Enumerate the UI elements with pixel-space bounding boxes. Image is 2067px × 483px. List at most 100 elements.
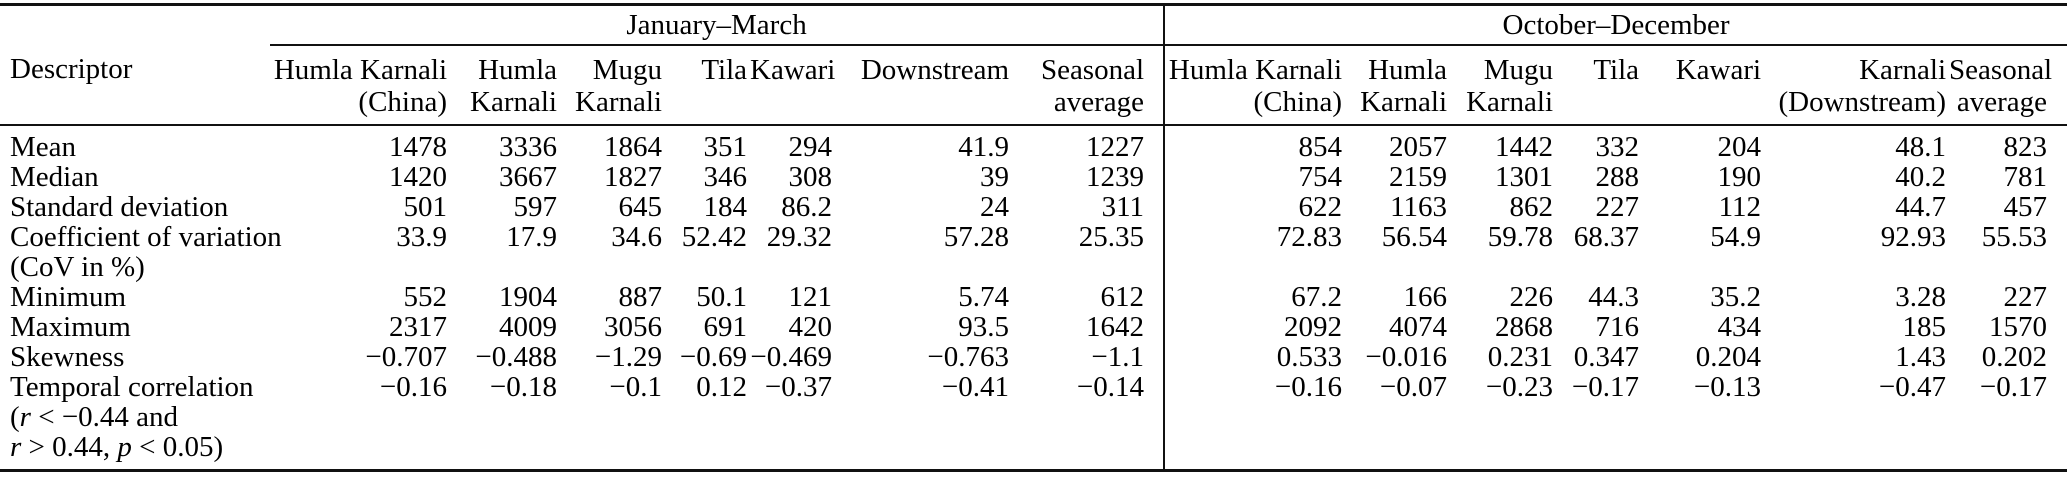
column-header-downstream-jm: Downstream: [835, 45, 1012, 126]
cell-maximum-od-0: 2092: [1163, 312, 1346, 342]
cell-temporal-correlation-jm-3: 0.12: [696, 371, 747, 403]
cell-minimum-jm-4: 121: [788, 281, 833, 313]
row-label-temporal-correlation: Temporal correlation (r < −0.44 and r > 0.…: [0, 372, 270, 471]
table-row-maximum: Maximum 2317 4009 3056 691 420 93.5 1642 2092 407…: [0, 312, 2067, 342]
cell-coefficient-of-variation-jm-1: 17.9: [506, 221, 557, 253]
cell-skewness-jm-2: −1.29: [594, 341, 662, 373]
cell-standard-deviation-jm-0: 501: [403, 191, 448, 223]
table-row-standard-deviation: Standard deviation 501 597 645 184 86.2 24 311 6…: [0, 192, 2067, 222]
label-text: (: [10, 401, 20, 433]
cell-temporal-correlation-jm-0: −0.16: [379, 371, 447, 403]
cell-skewness-od-5: 1.43: [1895, 341, 1947, 373]
column-header-humla-karnali-jm: Humla Karnali: [450, 45, 560, 126]
cell-maximum-jm-3: 691: [703, 311, 748, 343]
table-row-temporal-correlation: Temporal correlation (r < −0.44 and r > 0.…: [0, 372, 2067, 471]
cell-median-od-3: 288: [1595, 161, 1640, 193]
cell-minimum-od-5: 3.28: [1895, 281, 1947, 313]
label-text: Standard deviation: [10, 191, 229, 223]
row-label-skewness: Skewness: [0, 342, 270, 372]
cell-maximum-jm-6: 1642: [1086, 311, 1145, 343]
column-header-line: Seasonal: [1040, 54, 1145, 86]
column-header-humla-karnali-china-od: Humla Karnali (China): [1163, 45, 1346, 126]
cell-minimum-od-4: 35.2: [1710, 281, 1762, 313]
column-header-line: Tila: [1593, 54, 1640, 86]
cell-skewness-od-0: 0.533: [1163, 342, 1346, 372]
cell-skewness-od-4: 0.204: [1695, 341, 1762, 373]
cell-maximum-od-3: 716: [1595, 311, 1640, 343]
column-header-line: Karnali: [1859, 54, 1947, 86]
table-row-coefficient-of-variation: Coefficient of variation (CoV in %) 33.9 17…: [0, 222, 2067, 282]
cell-maximum-od-1: 4074: [1389, 311, 1448, 343]
row-label-coefficient-of-variation: Coefficient of variation (CoV in %): [0, 222, 282, 282]
math-variable: r: [19, 401, 31, 433]
cell-minimum-jm-3: 50.1: [696, 281, 747, 313]
cell-standard-deviation-od-5: 44.7: [1895, 191, 1947, 223]
table-row-minimum: Minimum 552 1904 887 50.1 121 5.74 612 67.2 166 22…: [0, 282, 2067, 312]
column-header-humla-karnali-od: Humla Karnali: [1345, 45, 1451, 126]
cell-minimum-jm-6: 612: [1100, 281, 1145, 313]
column-header-mugu-karnali-od: Mugu Karnali: [1450, 45, 1557, 126]
column-header-line: Karnali: [1466, 86, 1554, 118]
season-header-row: January–March October–December: [0, 4, 2067, 46]
cell-minimum-od-6: 227: [2003, 281, 2048, 313]
cell-coefficient-of-variation-jm-2: 34.6: [611, 221, 662, 253]
cell-minimum-jm-1: 1904: [499, 281, 557, 313]
column-header-karnali-downstream-od: Karnali (Downstream): [1764, 45, 1950, 126]
season-group-october-december: October–December: [1163, 4, 2067, 46]
cell-mean-od-4: 204: [1717, 131, 1762, 163]
table-row-mean: Mean 1478 3336 1864 351 294 41.9 1227 854 2057 144…: [0, 125, 2067, 162]
row-label-line: Coefficient of variation: [10, 222, 282, 252]
column-header-tila-jm: Tila: [665, 45, 750, 126]
cell-maximum-jm-4: 420: [788, 311, 833, 343]
cell-skewness-jm-0: −0.707: [365, 341, 447, 373]
cell-median-od-4: 190: [1717, 161, 1762, 193]
column-header-line: Karnali: [1360, 86, 1448, 118]
cell-coefficient-of-variation-od-3: 68.37: [1573, 221, 1640, 253]
column-header-kawari-od: Kawari: [1642, 45, 1765, 126]
cell-temporal-correlation-od-2: −0.23: [1485, 371, 1554, 403]
column-header-line: Humla Karnali: [1168, 54, 1343, 86]
column-header-seasonal-average-jm: Seasonal average: [1012, 45, 1165, 126]
cell-mean-jm-2: 1864: [604, 131, 662, 163]
cell-maximum-jm-1: 4009: [499, 311, 557, 343]
cell-standard-deviation-jm-4: 86.2: [781, 191, 832, 223]
cell-maximum-od-2: 2868: [1495, 311, 1554, 343]
cell-coefficient-of-variation-jm-0: 33.9: [396, 221, 447, 253]
math-variable: r: [10, 431, 22, 463]
cell-median-od-5: 40.2: [1895, 161, 1947, 193]
cell-skewness-jm-3: −0.69: [679, 341, 747, 373]
cell-median-jm-5: 39: [980, 161, 1009, 193]
cell-temporal-correlation-od-3: −0.17: [1571, 371, 1640, 403]
cell-standard-deviation-od-0: 622: [1163, 192, 1346, 222]
cell-mean-jm-5: 41.9: [958, 131, 1009, 163]
cell-coefficient-of-variation-od-4: 54.9: [1710, 221, 1762, 253]
cell-standard-deviation-od-6: 457: [2003, 191, 2048, 223]
cell-standard-deviation-jm-1: 597: [513, 191, 558, 223]
column-header-line: Humla Karnali: [273, 54, 447, 86]
row-label-line: Median: [10, 162, 270, 192]
cell-mean-od-0: 854: [1163, 125, 1346, 162]
column-header-line: Tila: [701, 54, 747, 86]
table-body: Mean 1478 3336 1864 351 294 41.9 1227 854 2057 144…: [0, 125, 2067, 471]
cell-skewness-jm-6: −1.1: [1091, 341, 1145, 373]
column-header-line: (China): [358, 86, 447, 118]
column-header-line: Karnali: [575, 86, 662, 118]
column-header-line: Humla: [1368, 54, 1448, 86]
column-header-seasonal-average-od: Seasonal average: [1949, 45, 2067, 126]
cell-coefficient-of-variation-od-6: 55.53: [1981, 221, 2048, 253]
cell-mean-od-3: 332: [1595, 131, 1640, 163]
cell-coefficient-of-variation-od-5: 92.93: [1880, 221, 1947, 253]
column-header-tila-od: Tila: [1556, 45, 1643, 126]
cell-median-jm-1: 3667: [499, 161, 557, 193]
row-label-line: Standard deviation: [10, 192, 270, 222]
cell-minimum-jm-2: 887: [618, 281, 663, 313]
column-header-line: Mugu: [592, 54, 662, 86]
row-label-maximum: Maximum: [0, 312, 270, 342]
math-variable: p: [117, 431, 132, 463]
cell-temporal-correlation-jm-1: −0.18: [489, 371, 557, 403]
cell-standard-deviation-od-4: 112: [1718, 191, 1762, 223]
label-text: < 0.05): [131, 431, 224, 463]
cell-median-od-1: 2159: [1389, 161, 1448, 193]
table-row-skewness: Skewness −0.707 −0.488 −1.29 −0.69 −0.469 −0.7…: [0, 342, 2067, 372]
row-label-mean: Mean: [0, 125, 270, 162]
